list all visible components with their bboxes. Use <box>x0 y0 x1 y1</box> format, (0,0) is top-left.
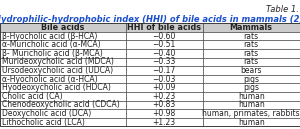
Bar <box>126 49 202 58</box>
Bar <box>0 40 126 49</box>
Bar <box>202 23 300 32</box>
Bar <box>0 83 126 92</box>
Bar <box>126 92 202 101</box>
Bar <box>202 109 300 118</box>
Bar <box>126 83 202 92</box>
Text: Chenodeoxycholic acid (CDCA): Chenodeoxycholic acid (CDCA) <box>2 100 120 109</box>
Bar <box>126 101 202 109</box>
Bar <box>0 66 126 75</box>
Bar <box>202 40 300 49</box>
Bar <box>126 109 202 118</box>
Text: −0.17: −0.17 <box>153 66 176 75</box>
Text: rats: rats <box>244 40 259 49</box>
Bar <box>126 66 202 75</box>
Text: −0.51: −0.51 <box>153 40 176 49</box>
Text: +0.23: +0.23 <box>153 92 176 101</box>
Bar <box>0 23 300 126</box>
Bar <box>0 32 126 40</box>
Text: rats: rats <box>244 49 259 58</box>
Bar <box>202 75 300 83</box>
Bar <box>0 49 126 58</box>
Text: rats: rats <box>244 57 259 66</box>
Bar <box>0 118 126 126</box>
Text: β- Muricholic acid (β-MCA): β- Muricholic acid (β-MCA) <box>2 49 103 58</box>
Text: +0.98: +0.98 <box>153 109 176 118</box>
Bar <box>0 58 126 66</box>
Text: −0.60: −0.60 <box>153 32 176 41</box>
Text: +0.09: +0.09 <box>153 83 176 92</box>
Bar <box>202 92 300 101</box>
Text: Hyodeoxycholic acid (HDCA): Hyodeoxycholic acid (HDCA) <box>2 83 111 92</box>
Text: human: human <box>238 100 265 109</box>
Bar <box>126 58 202 66</box>
Text: α-Hyocholic acid (α-HCA): α-Hyocholic acid (α-HCA) <box>2 75 98 84</box>
Bar <box>202 83 300 92</box>
Bar <box>202 49 300 58</box>
Bar <box>126 118 202 126</box>
Text: pigs: pigs <box>243 75 259 84</box>
Bar <box>0 92 126 101</box>
Text: rats: rats <box>244 32 259 41</box>
Bar <box>126 23 202 32</box>
Text: −0.40: −0.40 <box>153 49 176 58</box>
Bar <box>202 118 300 126</box>
Text: Cholic acid (CA): Cholic acid (CA) <box>2 92 63 101</box>
Bar <box>0 75 126 83</box>
Text: human: human <box>238 118 265 127</box>
Text: α-Muricholic acid (α-MCA): α-Muricholic acid (α-MCA) <box>2 40 101 49</box>
Bar <box>0 101 126 109</box>
Text: human, primates, rabbits: human, primates, rabbits <box>202 109 300 118</box>
Bar <box>202 66 300 75</box>
Text: HHI of bile acids: HHI of bile acids <box>127 23 201 32</box>
Text: Table 1.: Table 1. <box>266 5 298 14</box>
Text: β-Hyocholic acid (β-HCA): β-Hyocholic acid (β-HCA) <box>2 32 98 41</box>
Text: Deoxycholic acid (DCA): Deoxycholic acid (DCA) <box>2 109 92 118</box>
Text: pigs: pigs <box>243 83 259 92</box>
Bar <box>0 23 126 32</box>
Text: human: human <box>238 92 265 101</box>
Bar <box>126 75 202 83</box>
Text: Murideoxycholic acid (MDCA): Murideoxycholic acid (MDCA) <box>2 57 114 66</box>
Bar <box>126 40 202 49</box>
Bar <box>126 32 202 40</box>
Text: bears: bears <box>241 66 262 75</box>
Text: Mammals: Mammals <box>230 23 273 32</box>
Bar <box>202 32 300 40</box>
Bar <box>202 58 300 66</box>
Text: Hydrophilic-hydrophobic index (HHI) of bile acids in mammals (2).: Hydrophilic-hydrophobic index (HHI) of b… <box>0 15 300 25</box>
Bar <box>0 109 126 118</box>
Text: +0.83: +0.83 <box>153 100 176 109</box>
Text: +1.23: +1.23 <box>153 118 176 127</box>
Text: Ursodeoxycholic acid (UDCA): Ursodeoxycholic acid (UDCA) <box>2 66 113 75</box>
Text: Lithocholic acid (LCA): Lithocholic acid (LCA) <box>2 118 85 127</box>
Text: Bile acids: Bile acids <box>41 23 85 32</box>
Text: −0.03: −0.03 <box>153 75 176 84</box>
Bar <box>202 101 300 109</box>
Text: −0.33: −0.33 <box>153 57 176 66</box>
